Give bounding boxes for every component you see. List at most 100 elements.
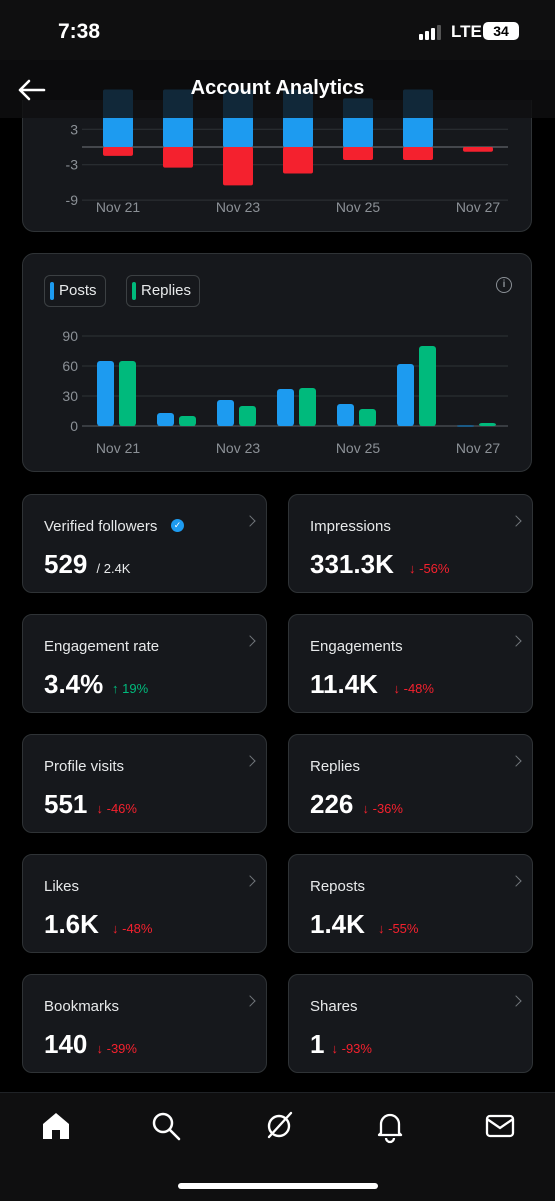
verified-badge-icon: ✓ <box>171 519 184 532</box>
metric-value: 226 <box>310 789 354 819</box>
y-tick-label: 90 <box>62 328 78 344</box>
metric-change: / 2.4K <box>96 561 131 576</box>
metric-label: Reposts <box>310 878 366 895</box>
metric-change: ↓ -56% <box>409 561 450 576</box>
posts-bar <box>97 361 114 426</box>
metric-value: 551 <box>44 789 88 819</box>
metric-label: Engagements <box>310 638 403 655</box>
metric-change: ↓ -46% <box>96 801 137 816</box>
posts-swatch <box>50 282 54 300</box>
metric-change: ↓ -93% <box>331 1041 372 1056</box>
posts-bar <box>397 364 414 426</box>
chevron-right-icon <box>510 995 522 1007</box>
legend-posts[interactable]: Posts <box>44 275 106 307</box>
header <box>0 60 555 118</box>
battery-icon: 34 <box>483 22 519 40</box>
home-indicator <box>178 1183 378 1189</box>
home-icon[interactable] <box>38 1108 74 1144</box>
posts-bar <box>217 400 234 426</box>
x-tick-label: Nov 25 <box>336 440 381 456</box>
replies-swatch <box>132 282 136 300</box>
metric-value: 1.4K <box>310 909 365 939</box>
metric-card-replies[interactable]: Replies 226 ↓ -36% <box>288 734 533 833</box>
loss-bar <box>463 147 493 152</box>
replies-bar <box>179 416 196 426</box>
metric-card-profile-visits[interactable]: Profile visits 551 ↓ -46% <box>22 734 267 833</box>
metric-value: 140 <box>44 1029 88 1059</box>
status-time: 7:38 <box>58 20 101 43</box>
chevron-right-icon <box>510 875 522 887</box>
search-icon[interactable] <box>148 1108 184 1144</box>
metric-card-reposts[interactable]: Reposts 1.4K ↓ -55% <box>288 854 533 953</box>
metric-value: 1 <box>310 1029 325 1059</box>
chevron-right-icon <box>510 755 522 767</box>
replies-bar <box>239 406 256 426</box>
posts-replies-chart: 90 60 30 0 Nov 21 Nov 23 Nov 25 Nov 27 <box>62 328 508 456</box>
page-title: Account Analytics <box>190 77 365 99</box>
grok-icon[interactable] <box>261 1108 297 1144</box>
metric-value: 331.3K <box>310 549 394 579</box>
posts-bar <box>457 425 474 427</box>
metric-label: Engagement rate <box>44 638 160 655</box>
loss-bar <box>163 147 193 168</box>
loss-bar <box>403 147 433 160</box>
x-tick-label: Nov 25 <box>336 199 381 215</box>
replies-bar <box>359 409 376 426</box>
y-tick-label: -9 <box>66 192 79 208</box>
y-tick-label: 30 <box>62 388 78 404</box>
posts-bar <box>277 389 294 426</box>
chevron-right-icon <box>510 515 522 527</box>
x-tick-label: Nov 21 <box>96 440 141 456</box>
metric-change: ↓ -48% <box>393 681 434 696</box>
replies-bar <box>479 423 496 426</box>
metric-card-verified-followers[interactable]: Verified followers ✓ 529 / 2.4K <box>22 494 267 593</box>
back-button[interactable] <box>14 74 50 106</box>
replies-bar <box>299 388 316 426</box>
replies-bar <box>119 361 136 426</box>
metric-label: Profile visits <box>44 758 125 775</box>
metric-value: 529 <box>44 549 88 579</box>
signal-icon <box>419 25 441 40</box>
posts-bar <box>157 413 174 426</box>
metric-card-likes[interactable]: Likes 1.6K ↓ -48% <box>22 854 267 953</box>
replies-bar <box>419 346 436 426</box>
network-label: LTE <box>451 22 482 41</box>
chevron-right-icon <box>244 515 256 527</box>
metric-value: 11.4K <box>310 669 378 699</box>
metric-label: Replies <box>310 758 361 775</box>
metric-card-bookmarks[interactable]: Bookmarks 140 ↓ -39% <box>22 974 267 1073</box>
notifications-icon[interactable] <box>372 1108 408 1144</box>
metric-card-shares[interactable]: Shares 1 ↓ -93% <box>288 974 533 1073</box>
y-tick-label: 0 <box>70 418 78 434</box>
metric-card-engagements[interactable]: Engagements 11.4K ↓ -48% <box>288 614 533 713</box>
metric-change: ↓ -55% <box>378 921 419 936</box>
metric-label: Bookmarks <box>44 998 120 1015</box>
metric-label: Likes <box>44 878 80 895</box>
x-tick-label: Nov 23 <box>216 440 261 456</box>
chevron-right-icon <box>244 875 256 887</box>
legend-posts-label: Posts <box>59 282 97 299</box>
info-icon[interactable]: i <box>496 277 512 293</box>
legend-replies[interactable]: Replies <box>126 275 200 307</box>
metric-change: ↑ 19% <box>112 681 149 696</box>
y-tick-label: 60 <box>62 358 78 374</box>
chevron-right-icon <box>244 755 256 767</box>
x-tick-label: Nov 21 <box>96 199 141 215</box>
metric-label: Verified followers <box>44 518 158 535</box>
chevron-right-icon <box>510 635 522 647</box>
messages-icon[interactable] <box>482 1108 518 1144</box>
metric-change: ↓ -36% <box>362 801 403 816</box>
posts-bar <box>337 404 354 426</box>
metric-card-impressions[interactable]: Impressions 331.3K ↓ -56% <box>288 494 533 593</box>
x-tick-label: Nov 27 <box>456 440 501 456</box>
metric-label: Shares <box>310 998 358 1015</box>
loss-bar <box>103 147 133 156</box>
loss-bar <box>223 147 253 186</box>
y-tick-label: 3 <box>70 121 78 137</box>
y-tick-label: -3 <box>66 157 79 173</box>
metric-card-engagement-rate[interactable]: Engagement rate 3.4% ↑ 19% <box>22 614 267 713</box>
chevron-right-icon <box>244 995 256 1007</box>
metric-label: Impressions <box>310 518 391 535</box>
loss-bar <box>283 147 313 174</box>
metric-value: 1.6K <box>44 909 99 939</box>
